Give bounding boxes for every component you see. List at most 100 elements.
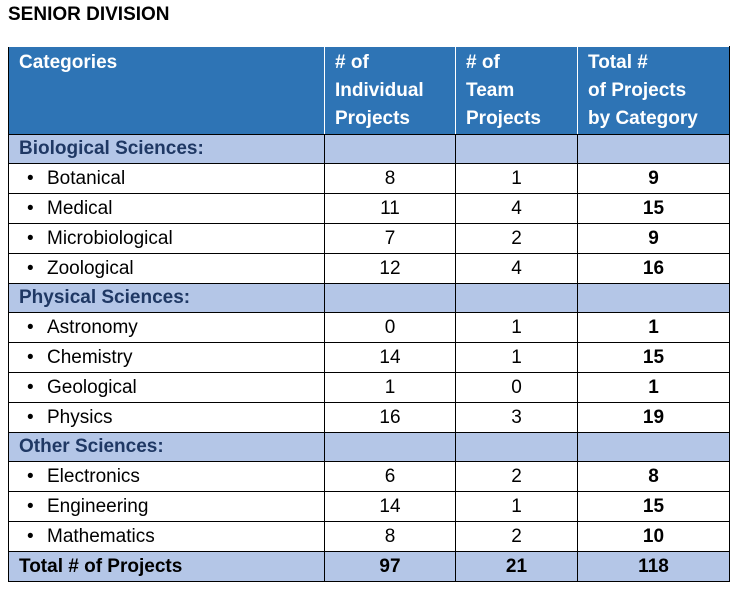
- individual-count: 16: [324, 402, 456, 433]
- team-count: 3: [455, 402, 578, 433]
- category-cell: • Physics: [8, 402, 325, 433]
- section-label: Physical Sciences:: [8, 283, 325, 313]
- bullet-icon: •: [27, 465, 34, 487]
- section-empty-cell: [324, 283, 456, 313]
- header-team-line2: Team: [466, 80, 515, 101]
- table-row: • Geological 1 0 1: [8, 372, 730, 403]
- bullet-icon: •: [27, 197, 34, 219]
- category-name: Astronomy: [47, 316, 138, 338]
- category-cell: • Engineering: [8, 491, 325, 522]
- category-total: 1: [577, 312, 730, 343]
- team-count: 1: [455, 342, 578, 373]
- individual-count: 0: [324, 312, 456, 343]
- table-row: • Engineering 14 1 15: [8, 491, 730, 522]
- category-cell: • Geological: [8, 372, 325, 403]
- table-row: • Electronics 6 2 8: [8, 461, 730, 492]
- table-row: • Physics 16 3 19: [8, 402, 730, 433]
- category-name: Geological: [47, 376, 137, 398]
- section-row: Other Sciences:: [8, 432, 730, 462]
- header-total: Total # of Projects by Category: [577, 46, 730, 135]
- bullet-icon: •: [27, 495, 34, 517]
- table-row: • Chemistry 14 1 15: [8, 342, 730, 373]
- category-cell: • Zoological: [8, 253, 325, 284]
- category-total: 15: [577, 342, 730, 373]
- section-empty-cell: [324, 134, 456, 164]
- category-total: 9: [577, 163, 730, 194]
- category-cell: • Mathematics: [8, 521, 325, 552]
- category-total: 15: [577, 491, 730, 522]
- section-empty-cell: [324, 432, 456, 462]
- section-empty-cell: [455, 432, 578, 462]
- individual-count: 8: [324, 163, 456, 194]
- team-count: 1: [455, 163, 578, 194]
- team-count: 2: [455, 223, 578, 254]
- category-cell: • Botanical: [8, 163, 325, 194]
- section-row: Biological Sciences:: [8, 134, 730, 164]
- team-count: 0: [455, 372, 578, 403]
- section-row: Physical Sciences:: [8, 283, 730, 313]
- section-empty-cell: [577, 432, 730, 462]
- individual-count: 1: [324, 372, 456, 403]
- totals-total: 118: [577, 551, 730, 582]
- table-body: Biological Sciences: • Botanical 8 1 9 • Medica…: [8, 134, 730, 552]
- header-individual-line2: Individual: [335, 80, 424, 101]
- bullet-icon: •: [27, 346, 34, 368]
- projects-table: Categories # of Individual Projects # of…: [8, 46, 730, 582]
- totals-individual: 97: [324, 551, 456, 582]
- header-individual-line3: Projects: [335, 108, 410, 129]
- table-row: • Zoological 12 4 16: [8, 253, 730, 284]
- category-total: 9: [577, 223, 730, 254]
- category-name: Zoological: [47, 257, 134, 279]
- category-cell: • Medical: [8, 193, 325, 224]
- category-name: Engineering: [47, 495, 149, 517]
- category-name: Microbiological: [47, 227, 173, 249]
- totals-row: Total # of Projects 97 21 118: [8, 551, 730, 582]
- category-total: 1: [577, 372, 730, 403]
- individual-count: 14: [324, 342, 456, 373]
- category-name: Electronics: [47, 465, 140, 487]
- table-row: • Botanical 8 1 9: [8, 163, 730, 194]
- category-total: 19: [577, 402, 730, 433]
- table-row: • Microbiological 7 2 9: [8, 223, 730, 254]
- team-count: 2: [455, 521, 578, 552]
- page-title: SENIOR DIVISION: [8, 4, 170, 25]
- category-name: Medical: [47, 197, 113, 219]
- header-total-line2: of Projects: [588, 80, 687, 101]
- table-row: • Astronomy 0 1 1: [8, 312, 730, 343]
- category-cell: • Electronics: [8, 461, 325, 492]
- bullet-icon: •: [27, 406, 34, 428]
- category-total: 8: [577, 461, 730, 492]
- team-count: 1: [455, 312, 578, 343]
- bullet-icon: •: [27, 257, 34, 279]
- bullet-icon: •: [27, 227, 34, 249]
- team-count: 1: [455, 491, 578, 522]
- header-team-line3: Projects: [466, 108, 541, 129]
- category-cell: • Astronomy: [8, 312, 325, 343]
- header-individual: # of Individual Projects: [324, 46, 456, 135]
- header-individual-line1: # of: [335, 52, 369, 73]
- table-row: • Medical 11 4 15: [8, 193, 730, 224]
- category-cell: • Chemistry: [8, 342, 325, 373]
- section-empty-cell: [577, 134, 730, 164]
- team-count: 2: [455, 461, 578, 492]
- team-count: 4: [455, 253, 578, 284]
- category-cell: • Microbiological: [8, 223, 325, 254]
- category-name: Botanical: [47, 167, 126, 189]
- team-count: 4: [455, 193, 578, 224]
- section-empty-cell: [455, 134, 578, 164]
- bullet-icon: •: [27, 525, 34, 547]
- section-label: Other Sciences:: [8, 432, 325, 462]
- header-row: Categories # of Individual Projects # of…: [8, 46, 730, 135]
- table-row: • Mathematics 8 2 10: [8, 521, 730, 552]
- header-total-line3: by Category: [588, 108, 698, 129]
- category-total: 16: [577, 253, 730, 284]
- bullet-icon: •: [27, 167, 34, 189]
- header-team-line1: # of: [466, 52, 500, 73]
- section-empty-cell: [455, 283, 578, 313]
- category-total: 15: [577, 193, 730, 224]
- individual-count: 8: [324, 521, 456, 552]
- totals-team: 21: [455, 551, 578, 582]
- header-total-line1: Total #: [588, 52, 648, 73]
- bullet-icon: •: [27, 316, 34, 338]
- bullet-icon: •: [27, 376, 34, 398]
